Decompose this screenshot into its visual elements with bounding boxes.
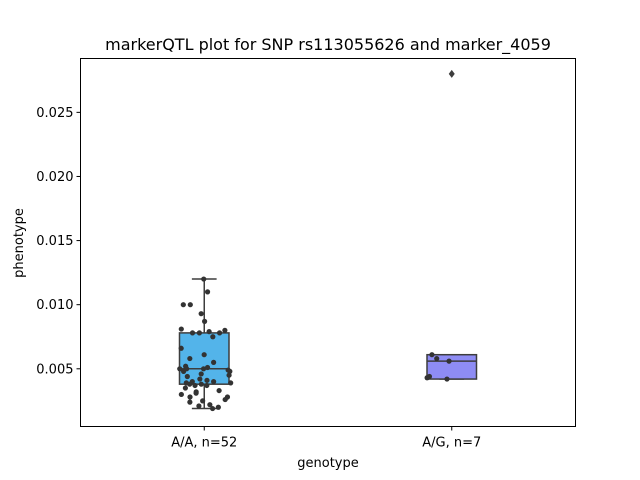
x-axis-title: genotype: [297, 456, 358, 471]
data-point: [424, 375, 430, 381]
y-tick-label: 0.010: [36, 298, 73, 313]
y-axis-title: phenotype: [12, 208, 27, 278]
data-point: [201, 352, 207, 358]
data-point: [177, 366, 183, 372]
data-point: [187, 394, 193, 400]
data-point: [429, 352, 435, 358]
x-tick-label: A/G, n=7: [422, 436, 481, 451]
data-point: [187, 355, 193, 362]
data-point: [189, 330, 196, 336]
data-point: [206, 329, 212, 335]
data-point: [204, 382, 210, 389]
data-point: [181, 368, 187, 374]
data-point: [198, 311, 204, 317]
data-point: [207, 402, 213, 408]
data-point: [211, 379, 217, 385]
boxes-layer: [178, 69, 478, 410]
data-point: [446, 358, 452, 364]
data-point: [187, 381, 193, 387]
data-point: [222, 396, 228, 403]
outlier-marker: [448, 69, 455, 78]
data-point: [187, 399, 193, 405]
y-tick-label: 0.025: [36, 106, 73, 121]
data-point: [178, 345, 184, 351]
data-point: [200, 366, 207, 372]
data-point: [209, 405, 216, 412]
data-point: [204, 289, 211, 295]
data-point: [211, 359, 217, 365]
data-point: [227, 368, 233, 374]
data-point: [178, 391, 184, 398]
data-point: [204, 364, 211, 371]
data-point: [193, 390, 199, 396]
data-point: [180, 302, 186, 308]
points-layer: [177, 276, 452, 412]
data-point: [178, 326, 184, 332]
data-point: [196, 403, 202, 409]
data-point: [198, 371, 204, 377]
data-point: [201, 276, 207, 282]
data-point: [198, 381, 204, 387]
data-point: [187, 302, 193, 308]
data-point: [215, 404, 221, 410]
data-point: [204, 377, 210, 383]
y-tick-label: 0.005: [36, 362, 73, 377]
data-point: [182, 385, 188, 391]
x-axis: A/A, n=52 A/G, n=7: [171, 426, 481, 451]
data-point: [216, 387, 222, 394]
y-tick-label: 0.020: [36, 170, 73, 185]
data-point: [196, 330, 202, 336]
data-point: [200, 398, 206, 404]
x-tick-label: A/A, n=52: [171, 436, 237, 451]
data-point: [192, 382, 198, 389]
data-point: [216, 330, 223, 336]
data-point: [197, 376, 203, 382]
data-point: [201, 318, 208, 324]
data-point: [434, 355, 440, 362]
y-tick-label: 0.015: [36, 234, 73, 249]
plot-frame: [80, 58, 576, 427]
data-point: [444, 376, 450, 382]
chart-title: markerQTL plot for SNP rs113055626 and m…: [105, 35, 551, 55]
data-point: [184, 373, 190, 380]
data-point: [222, 327, 228, 333]
data-point: [228, 380, 234, 386]
data-point: [226, 372, 232, 378]
data-point: [210, 334, 216, 340]
y-axis: 0.005 0.010 0.015 0.020 0.025: [36, 106, 81, 377]
